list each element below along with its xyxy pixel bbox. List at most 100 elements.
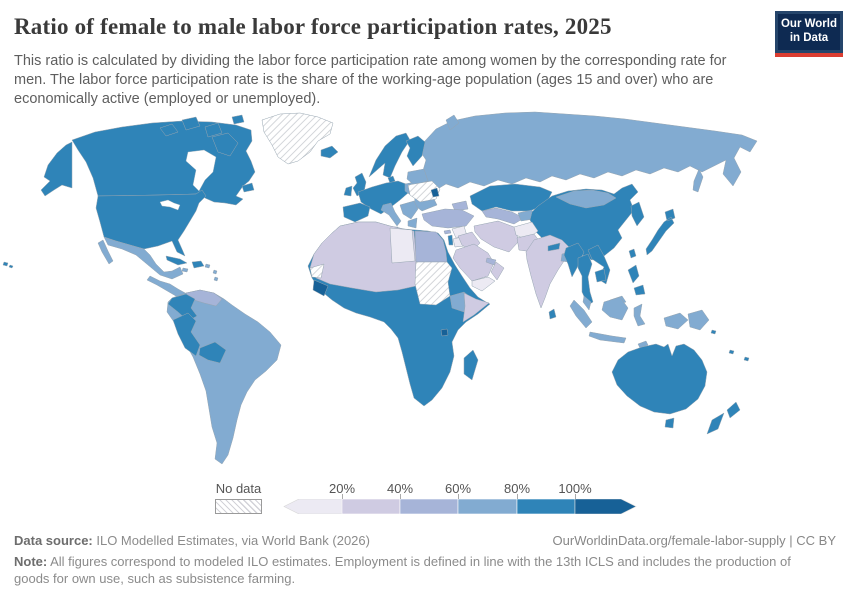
legend-tickmark — [342, 494, 343, 499]
country-moldova[interactable] — [430, 187, 440, 198]
country-saudi-arabia[interactable] — [452, 243, 495, 282]
region-scandinavia[interactable] — [368, 132, 411, 179]
country-indonesia-sulawesi[interactable] — [633, 303, 646, 327]
country-timor[interactable] — [637, 340, 649, 349]
country-cyprus[interactable] — [443, 229, 452, 235]
region-rwanda-burundi[interactable] — [440, 328, 449, 337]
legend-bucket-6[interactable] — [574, 498, 637, 515]
legend-bucket-2[interactable] — [341, 498, 401, 515]
chart-subtitle: This ratio is calculated by dividing the… — [14, 53, 727, 107]
country-alaska[interactable] — [40, 141, 73, 197]
legend-no-data-swatch[interactable] — [215, 499, 262, 514]
region-pacific-islands[interactable] — [710, 329, 750, 362]
country-novaya-zemlya[interactable] — [445, 114, 460, 131]
country-italy[interactable] — [380, 202, 402, 227]
country-papua-new-guinea[interactable] — [687, 309, 710, 331]
legend-bucket-5[interactable] — [516, 498, 576, 515]
region-central-asia[interactable] — [481, 207, 525, 225]
country-greenland[interactable] — [261, 112, 334, 165]
country-madagascar[interactable] — [463, 349, 479, 381]
country-indonesia-java[interactable] — [588, 331, 627, 344]
country-turkey[interactable] — [421, 208, 475, 229]
country-iceland[interactable] — [320, 145, 339, 159]
great-lakes — [159, 199, 181, 211]
country-nepal[interactable] — [547, 242, 561, 252]
country-hawaii[interactable] — [2, 261, 14, 269]
country-peru[interactable] — [172, 312, 201, 357]
legend-tickmark — [400, 494, 401, 499]
country-india[interactable] — [525, 234, 571, 309]
country-russia[interactable] — [419, 111, 758, 191]
owid-logo-redbar — [775, 53, 843, 57]
country-canada-arctic-islands[interactable] — [159, 114, 245, 157]
legend-no-data-label: No data — [215, 481, 262, 496]
country-mexico-baja[interactable] — [97, 239, 114, 265]
footer-source-line: OurWorldinData.org/female-labor-supply |… — [14, 533, 836, 548]
country-greece[interactable] — [407, 217, 418, 229]
page-title: Ratio of female to male labor force part… — [14, 14, 612, 39]
legend-tickmark — [575, 494, 576, 499]
region-caribbean-islands[interactable] — [181, 263, 219, 282]
country-ukraine[interactable] — [407, 180, 441, 203]
country-oman[interactable] — [490, 261, 505, 281]
country-iran[interactable] — [473, 220, 520, 253]
country-ireland[interactable] — [343, 185, 353, 197]
country-denmark[interactable] — [387, 175, 396, 184]
country-australia[interactable] — [611, 343, 708, 415]
owid-logo-text: Our World in Data — [778, 14, 840, 50]
country-canada-newfoundland[interactable] — [241, 182, 255, 193]
country-israel[interactable] — [447, 234, 454, 246]
country-sakhalin[interactable] — [692, 168, 704, 193]
country-indonesia-borneo[interactable] — [601, 296, 629, 321]
country-australia-tasmania[interactable] — [664, 417, 675, 429]
country-mexico[interactable] — [103, 236, 184, 280]
footer-note-text: All figures correspond to modeled ILO es… — [14, 554, 791, 586]
footer-note: Note: All figures correspond to modeled … — [14, 553, 824, 587]
region-sahara-north-africa[interactable] — [309, 221, 417, 293]
region-balkans[interactable] — [399, 200, 419, 220]
legend-tick-80: 80% — [503, 481, 531, 496]
country-colombia[interactable] — [167, 293, 198, 322]
region-uae-qatar[interactable] — [485, 257, 497, 266]
country-indonesia-papua[interactable] — [663, 312, 689, 330]
legend-bucket-4[interactable] — [457, 498, 518, 515]
country-myanmar[interactable] — [563, 242, 585, 278]
legend-tick-60: 60% — [444, 481, 472, 496]
country-new-zealand[interactable] — [706, 401, 741, 435]
country-philippines[interactable] — [627, 264, 646, 296]
legend-bucket-3[interactable] — [399, 498, 459, 515]
country-mongolia[interactable] — [555, 189, 617, 209]
region-iberia[interactable] — [342, 202, 371, 223]
legend-bucket-1[interactable] — [283, 498, 343, 515]
country-japan[interactable] — [645, 208, 676, 256]
legend-color-scale[interactable] — [283, 498, 637, 519]
country-yemen[interactable] — [471, 276, 496, 292]
country-indonesia-sumatra[interactable] — [569, 299, 593, 329]
legend-tick-40: 40% — [386, 481, 414, 496]
country-western-sahara[interactable] — [309, 263, 325, 279]
country-cambodia[interactable] — [594, 268, 607, 283]
country-egypt[interactable] — [414, 230, 448, 263]
country-taiwan[interactable] — [628, 248, 637, 259]
region-caucasus[interactable] — [451, 200, 469, 212]
legend-tick-20: 20% — [328, 481, 356, 496]
region-korea[interactable] — [630, 201, 645, 227]
country-bolivia[interactable] — [198, 341, 227, 364]
country-sudan[interactable] — [414, 261, 453, 306]
footer-source-text: ILO Modelled Estimates, via World Bank (… — [92, 533, 370, 548]
country-libya[interactable] — [389, 227, 416, 264]
hudson-bay — [185, 149, 217, 192]
region-guinea-sierra-leone[interactable] — [312, 279, 329, 297]
country-cuba[interactable] — [165, 255, 188, 266]
footer-link[interactable]: OurWorldinData.org/female-labor-supply |… — [552, 533, 836, 548]
owid-logo[interactable]: Our World in Data — [775, 11, 843, 57]
region-south-america[interactable] — [166, 289, 282, 465]
country-finland[interactable] — [405, 135, 426, 167]
country-sri-lanka[interactable] — [548, 308, 557, 320]
country-hispaniola[interactable] — [191, 260, 205, 269]
legend-tickmark — [517, 494, 518, 499]
country-thailand[interactable] — [577, 253, 594, 306]
country-somalia[interactable] — [462, 292, 490, 323]
legend-tick-100: 100% — [558, 481, 592, 496]
